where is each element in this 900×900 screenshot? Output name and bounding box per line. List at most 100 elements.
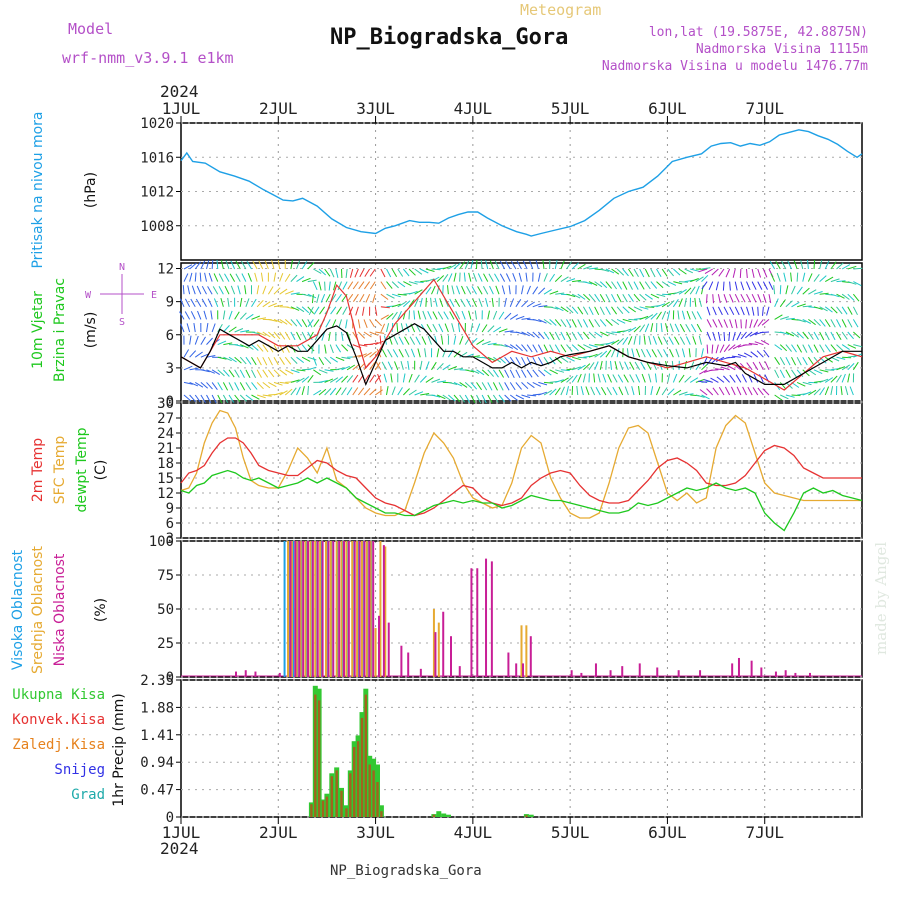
y-tick-label-3: 30	[157, 396, 174, 412]
wind-arrow	[307, 319, 313, 328]
wind-arrow	[290, 274, 298, 282]
wind-arrow	[498, 394, 506, 403]
wind-arrow	[549, 290, 559, 295]
wind-arrow	[439, 298, 444, 307]
wind-arrow	[566, 293, 576, 298]
wind-arrow	[830, 261, 837, 270]
precip-conv-bar	[345, 808, 348, 817]
wind-arrow	[220, 297, 224, 307]
wind-arrow	[529, 260, 534, 270]
wind-arrow	[730, 386, 736, 396]
wind-arrow	[729, 319, 733, 329]
wind-arrow	[374, 389, 383, 396]
wind-arrow	[847, 265, 857, 270]
wind-arrow	[267, 286, 274, 295]
wind-arrow	[228, 382, 234, 391]
wind-arrow	[678, 268, 687, 275]
wind-arrow	[362, 306, 365, 316]
wind-arrow	[313, 268, 322, 274]
wind-arrow	[195, 298, 202, 308]
wind-arrow	[736, 331, 742, 341]
wind-arrow	[239, 297, 243, 307]
wind-arrow	[466, 286, 472, 295]
wind-arrow	[431, 378, 441, 383]
wind-arrow	[408, 268, 416, 276]
wind-arrow	[449, 298, 455, 308]
wind-arrow	[186, 323, 191, 333]
wind-arrow	[646, 349, 652, 358]
wind-arrow	[397, 281, 406, 288]
wind-arrow	[338, 319, 342, 329]
y-tick-label-3: 21	[157, 441, 174, 457]
wind-arrow	[560, 369, 570, 372]
wind-arrow	[455, 311, 461, 320]
wind-arrow	[813, 356, 821, 365]
wind-arrow	[509, 382, 516, 391]
meteogram-label: Meteogram	[520, 1, 601, 19]
wind-arrow	[566, 261, 573, 270]
wind-arrow	[611, 331, 621, 334]
wind-arrow	[830, 293, 840, 298]
wind-arrow	[679, 336, 686, 345]
wind-arrow	[217, 324, 223, 333]
wind-arrow	[824, 319, 831, 328]
wind-arrow	[223, 325, 230, 333]
wind-arrow	[521, 369, 527, 378]
wind-arrow	[482, 356, 492, 360]
wind-arrow	[182, 285, 185, 295]
wind-arrow	[537, 272, 541, 282]
wind-arrow	[290, 356, 298, 364]
wind-arrow	[207, 286, 213, 295]
wind-arrow	[577, 319, 583, 328]
wind-arrow	[512, 273, 517, 282]
wind-arrow	[485, 260, 489, 270]
wind-arrow	[515, 315, 525, 320]
wind-arrow	[796, 318, 806, 323]
wind-arrow	[648, 335, 652, 345]
wind-arrow	[526, 344, 533, 353]
wind-arrow	[268, 331, 276, 339]
wind-arrow	[614, 360, 618, 370]
wind-arrow	[477, 273, 483, 282]
wind-arrow	[328, 331, 331, 341]
y-tick-label-5: 1.88	[140, 700, 174, 716]
wind-arrow	[308, 306, 314, 316]
wind-arrow	[400, 360, 404, 370]
wind-arrow	[425, 361, 430, 370]
wind-arrow	[222, 394, 229, 404]
wind-arrow	[197, 310, 202, 320]
wind-arrow	[808, 381, 818, 384]
wind-arrow	[612, 386, 618, 396]
wind-arrow	[279, 318, 288, 325]
wind-arrow	[543, 318, 552, 325]
wind-arrow	[717, 319, 723, 328]
wind-arrow	[580, 386, 584, 396]
wind-arrow	[273, 356, 279, 366]
wind-arrow	[740, 281, 745, 291]
precip-total-bar	[446, 814, 451, 817]
wind-arrow	[824, 306, 833, 313]
wind-arrow	[622, 306, 630, 314]
wind-arrow	[296, 306, 305, 313]
wind-arrow	[211, 259, 214, 270]
wind-arrow	[695, 394, 705, 398]
wind-arrow	[698, 297, 702, 307]
wind-arrow	[847, 344, 857, 349]
wind-arrow	[706, 319, 712, 328]
wind-arrow	[346, 387, 353, 396]
wind-arrow	[802, 331, 809, 340]
footer-station: NP_Biogradska_Gora	[330, 863, 482, 879]
wind-arrow	[442, 364, 451, 371]
wind-arrow	[577, 293, 586, 300]
wind-arrow	[736, 386, 742, 396]
wind-arrow	[442, 265, 452, 270]
wind-arrow	[852, 319, 859, 328]
wind-arrow	[785, 344, 792, 352]
wind-arrow	[311, 294, 314, 304]
wind-arrow	[284, 273, 291, 282]
wind-arrow	[211, 323, 216, 333]
wind-arrow	[577, 373, 582, 383]
wind-arrow	[699, 369, 708, 375]
wind-arrow	[273, 272, 277, 282]
wind-arrow	[656, 311, 662, 320]
